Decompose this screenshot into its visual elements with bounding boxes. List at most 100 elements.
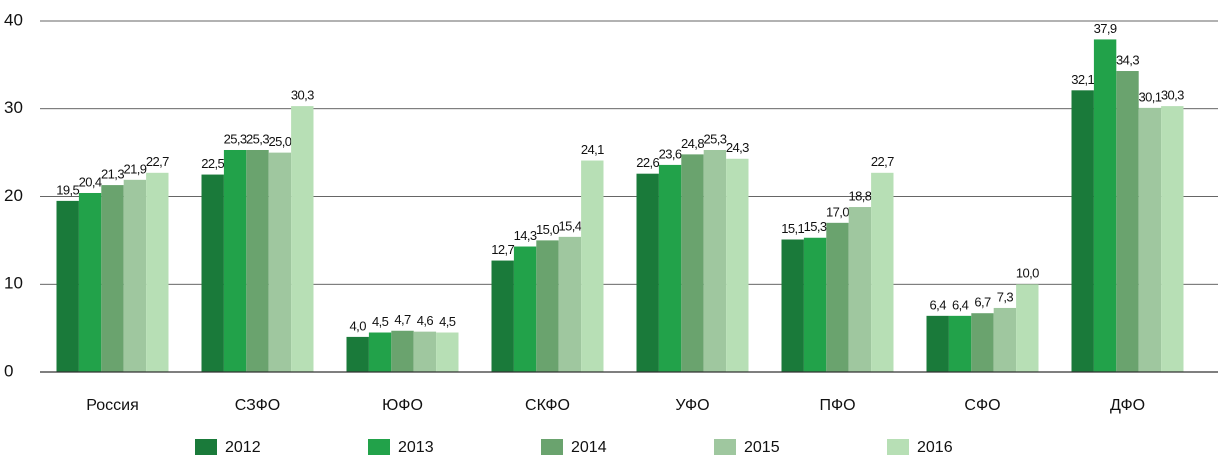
bar [993, 307, 1017, 372]
bar [146, 172, 169, 372]
legend-label: 2012 [225, 439, 261, 456]
value-label: 4,7 [394, 312, 411, 327]
bar [848, 207, 872, 372]
bar [581, 160, 604, 372]
bar [246, 149, 269, 372]
bar [291, 106, 314, 373]
legend-swatch [195, 439, 217, 455]
legend-swatch [714, 439, 736, 455]
bar [436, 332, 459, 372]
x-tick-label: СФО [964, 397, 1000, 414]
bar [948, 315, 972, 372]
value-label: 14,3 [514, 228, 537, 243]
x-tick-label: Россия [86, 397, 138, 414]
x-tick-label: ЮФО [382, 397, 423, 414]
bar [1071, 90, 1094, 372]
bar [781, 239, 804, 372]
bar [101, 185, 124, 372]
bar [56, 200, 79, 372]
value-label: 30,1 [1138, 89, 1161, 104]
value-label: 24,3 [726, 140, 749, 155]
value-label: 15,0 [536, 222, 559, 237]
value-label: 30,3 [291, 88, 314, 103]
bar [1093, 39, 1117, 373]
value-label: 22,5 [201, 156, 224, 171]
bar [223, 149, 247, 372]
x-tick-label: ПФО [819, 397, 855, 414]
x-tick-label: УФО [675, 397, 709, 414]
bar [926, 315, 949, 372]
y-tick-label: 30 [4, 98, 23, 117]
bar [413, 331, 437, 372]
value-label: 25,3 [246, 131, 269, 146]
bar [826, 222, 849, 372]
x-tick-label: СЗФО [235, 397, 280, 414]
y-tick-label: 0 [4, 361, 13, 380]
value-label: 4,5 [372, 314, 389, 329]
bar [536, 240, 559, 372]
x-tick-label: ДФО [1110, 397, 1145, 414]
value-label: 6,4 [952, 297, 969, 312]
value-label: 4,5 [439, 314, 456, 329]
value-label: 15,3 [804, 219, 827, 234]
legend-label: 2013 [398, 439, 434, 456]
bar [513, 246, 537, 372]
value-label: 17,0 [826, 204, 849, 219]
bar [78, 192, 102, 372]
y-tick-label: 40 [4, 10, 23, 29]
value-label: 25,0 [268, 134, 291, 149]
value-label: 34,3 [1116, 52, 1139, 67]
bar [201, 174, 224, 372]
value-label: 25,3 [703, 131, 726, 146]
value-label: 18,8 [848, 188, 871, 203]
value-label: 4,0 [350, 318, 367, 333]
value-label: 12,7 [491, 242, 514, 257]
value-label: 24,1 [581, 142, 604, 157]
value-label: 23,6 [659, 146, 682, 161]
value-label: 21,9 [123, 161, 146, 176]
bar [558, 236, 582, 372]
bar [871, 172, 894, 372]
value-label: 10,0 [1016, 266, 1039, 281]
bar [391, 330, 414, 372]
legend-swatch [541, 439, 563, 455]
value-label: 20,4 [79, 174, 102, 189]
value-label: 6,7 [974, 295, 991, 310]
bar [1116, 71, 1139, 372]
bar [123, 179, 147, 372]
bar [368, 332, 392, 372]
bar [681, 154, 704, 372]
value-label: 15,1 [781, 221, 804, 236]
value-label: 4,6 [417, 313, 434, 328]
value-label: 6,4 [930, 297, 947, 312]
bar [971, 313, 994, 372]
bar [1138, 107, 1162, 372]
legend-swatch [887, 439, 909, 455]
value-label: 22,7 [871, 154, 894, 169]
value-label: 25,3 [224, 131, 247, 146]
value-label: 32,1 [1071, 72, 1094, 87]
bar [1016, 284, 1039, 372]
y-tick-label: 10 [4, 274, 23, 293]
bar [268, 152, 292, 372]
legend-label: 2015 [744, 439, 780, 456]
value-label: 24,8 [681, 136, 704, 151]
value-label: 30,3 [1161, 88, 1184, 103]
value-label: 37,9 [1094, 21, 1117, 36]
bar [703, 149, 727, 372]
bar [491, 260, 514, 372]
value-label: 15,4 [558, 218, 581, 233]
legend-swatch [368, 439, 390, 455]
legend-label: 2016 [917, 439, 953, 456]
bar [346, 336, 369, 372]
value-label: 22,7 [146, 154, 169, 169]
y-tick-label: 20 [4, 186, 23, 205]
bar [726, 158, 749, 372]
value-label: 22,6 [636, 155, 659, 170]
bar [803, 237, 827, 372]
bar [658, 164, 682, 372]
value-label: 7,3 [997, 289, 1014, 304]
bar [636, 173, 659, 372]
legend-label: 2014 [571, 439, 607, 456]
bar [1161, 106, 1184, 373]
